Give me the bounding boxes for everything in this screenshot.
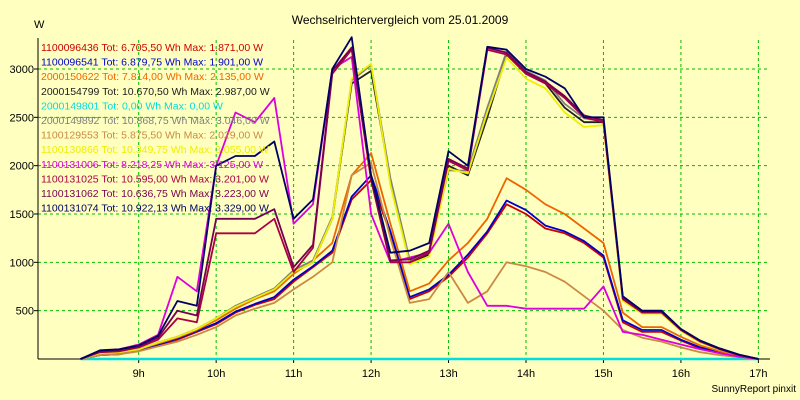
y-tick-label: 1000 bbox=[10, 257, 34, 269]
series-line-2000150622 bbox=[80, 152, 759, 360]
x-tick-label: 13h bbox=[439, 368, 457, 380]
y-axis-label: W bbox=[34, 19, 45, 31]
legend-entry-1100129553: 1100129553 Tot: 5.875,50 Wh Max: 2.029,0… bbox=[41, 130, 263, 142]
x-tick-label: 16h bbox=[672, 368, 690, 380]
x-tick-label: 17h bbox=[749, 368, 767, 380]
y-tick-label: 500 bbox=[16, 306, 34, 318]
x-tick-label: 9h bbox=[133, 368, 145, 380]
legend-entry-1100096436: 1100096436 Tot: 6.705,50 Wh Max: 1.871,0… bbox=[41, 42, 263, 54]
chart-title: Wechselrichtervergleich vom 25.01.2009 bbox=[292, 13, 509, 27]
legend-entry-1100131062: 1100131062 Tot: 10.636,75 Wh Max: 3.223,… bbox=[41, 188, 269, 200]
series-line-1100130866 bbox=[80, 56, 759, 360]
legend-entry-1100130866: 1100130866 Tot: 10.349,75 Wh Max: 3.055,… bbox=[41, 144, 269, 156]
legend-entry-1100131025: 1100131025 Tot: 10.595,00 Wh Max: 3.201,… bbox=[41, 173, 269, 185]
x-tick-label: 10h bbox=[207, 368, 225, 380]
series-line-1100129553 bbox=[80, 161, 759, 360]
x-ticks: 9h 10h 11h 12h 13h 14h 15h 16h 17h bbox=[133, 359, 768, 380]
y-tick-label: 2000 bbox=[10, 161, 34, 173]
series-line-1100096541 bbox=[80, 174, 759, 360]
y-ticks: 500 1000 1500 2000 2500 3000 bbox=[10, 64, 38, 318]
y-tick-label: 1500 bbox=[10, 209, 34, 221]
x-tick-label: 15h bbox=[594, 368, 612, 380]
y-tick-label: 3000 bbox=[10, 64, 34, 76]
legend-entry-1100096541: 1100096541 Tot: 6.879,75 Wh Max: 1.901,0… bbox=[41, 57, 263, 69]
legend-entry-1100131074: 1100131074 Tot: 10.922,13 Wh Max: 3.329,… bbox=[41, 203, 269, 215]
x-tick-label: 11h bbox=[285, 368, 303, 380]
legend: 1100096436 Tot: 6.705,50 Wh Max: 1.871,0… bbox=[41, 42, 270, 215]
credit-text: SunnyReport pinxit bbox=[712, 384, 797, 395]
series-line-1100131025 bbox=[80, 48, 759, 360]
series-line-1100131074 bbox=[80, 36, 759, 360]
series-lines bbox=[80, 36, 759, 361]
legend-entry-2000149892: 2000149892 Tot: 10.868,75 Wh Max: 3.046,… bbox=[41, 115, 270, 127]
x-tick-label: 14h bbox=[517, 368, 535, 380]
x-tick-label: 12h bbox=[362, 368, 380, 380]
legend-entry-2000150622: 2000150622 Tot: 7.814,00 Wh Max: 2.135,0… bbox=[41, 71, 264, 83]
legend-entry-2000154799: 2000154799 Tot: 10.670,50 Wh Max: 2.987,… bbox=[41, 86, 270, 98]
legend-entry-2000149801: 2000149801 Tot: 0,00 Wh Max: 0,00 W bbox=[41, 100, 223, 112]
legend-entry-1100131006: 1100131006 Tot: 8.218,25 Wh Max: 3.125,0… bbox=[41, 159, 263, 171]
y-tick-label: 2500 bbox=[10, 112, 34, 124]
